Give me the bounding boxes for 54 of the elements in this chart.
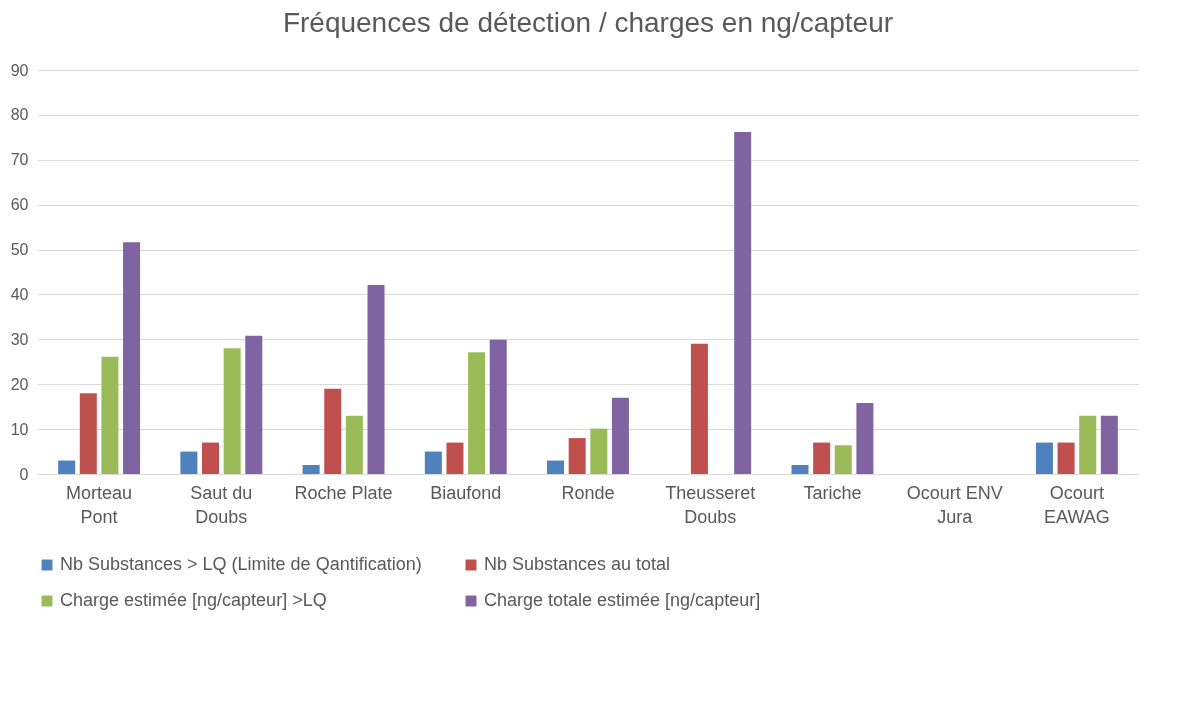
x-tick-label: Ocourt ENV Jura [906, 482, 1003, 527]
bar [1079, 415, 1097, 474]
bar [79, 393, 97, 474]
y-tick-label: 70 [10, 151, 29, 169]
y-tick-label: 0 [19, 465, 29, 483]
bar [834, 445, 852, 474]
y-tick-label: 20 [10, 375, 29, 393]
bar [468, 352, 486, 474]
x-tick-label: Ronde [561, 482, 615, 503]
bar [123, 242, 141, 474]
x-tick-label: Tariche [803, 482, 862, 503]
bar [690, 343, 708, 474]
bar [611, 397, 629, 474]
bar [856, 403, 874, 474]
bar [791, 465, 809, 474]
bar [302, 465, 320, 474]
x-tick-label: Biaufond [430, 482, 502, 503]
bar [367, 285, 385, 474]
chart-title: Fréquences de détection / charges en ng/capteur [282, 7, 894, 38]
bar [813, 442, 831, 474]
x-tick-label: Roche Plate [294, 482, 393, 503]
bar [1100, 415, 1118, 474]
y-tick-label: 10 [10, 420, 29, 438]
legend-label: Charge estimée [ng/capteur] >LQ [60, 590, 327, 610]
x-tick-label: Morteau Pont [66, 482, 133, 527]
bar [345, 415, 363, 474]
x-tick-label: Ocourt EAWAG [1044, 482, 1110, 527]
bar [1035, 442, 1053, 474]
y-tick-label: 50 [10, 241, 29, 259]
x-tick-label: Saut du Doubs [190, 482, 253, 527]
y-tick-label: 80 [10, 106, 29, 124]
bar [1057, 442, 1075, 474]
bar [180, 451, 198, 474]
bar [58, 460, 76, 474]
y-tick-label: 60 [10, 196, 29, 214]
legend-label: Charge totale estimée [ng/capteur] [484, 590, 761, 610]
y-tick-label: 40 [10, 285, 29, 303]
legend-label: Nb Substances au total [484, 554, 671, 574]
bar [590, 428, 608, 474]
y-tick-label: 30 [10, 330, 29, 348]
bar [223, 348, 241, 474]
bar [568, 438, 586, 474]
y-tick-label: 90 [10, 61, 29, 79]
bar [424, 451, 442, 474]
bar [446, 442, 464, 474]
legend-label: Nb Substances > LQ (Limite de Qantification) [60, 554, 422, 574]
bar [547, 460, 565, 474]
bar [734, 131, 752, 474]
bar [324, 388, 342, 474]
bar [489, 339, 507, 474]
x-tick-label: Theusseret Doubs [665, 482, 756, 527]
bar [245, 335, 263, 474]
bar [202, 442, 220, 474]
bar [101, 356, 119, 474]
